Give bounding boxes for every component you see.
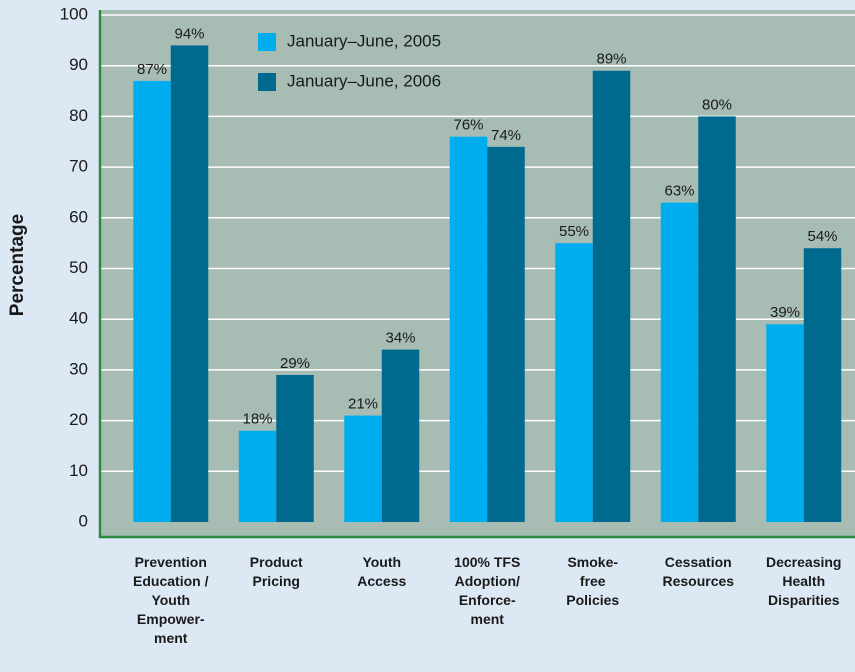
- y-tick-label: 10: [69, 461, 88, 480]
- bar: [487, 146, 525, 522]
- legend-swatch: [258, 33, 276, 51]
- bar: [381, 349, 420, 522]
- x-tick-label: Youth Access: [357, 554, 406, 589]
- y-tick-label: 100: [60, 4, 88, 23]
- x-tick-label: Product Pricing: [250, 554, 303, 589]
- y-tick-label: 90: [69, 55, 88, 74]
- value-label: 94%: [174, 25, 204, 42]
- value-label: 54%: [807, 228, 837, 245]
- value-label: 55%: [559, 223, 589, 240]
- bar: [276, 374, 314, 522]
- y-tick-label: 40: [69, 309, 88, 328]
- value-label: 74%: [491, 127, 521, 144]
- x-tick-label: Cessation Resources: [662, 554, 734, 589]
- value-label: 39%: [770, 304, 800, 321]
- bar: [803, 248, 842, 522]
- bar: [133, 80, 171, 522]
- bar: [592, 70, 631, 523]
- bar: [170, 45, 209, 523]
- bar: [238, 430, 277, 522]
- y-tick-label: 50: [69, 258, 88, 277]
- bar: [660, 202, 699, 522]
- legend-swatch: [258, 73, 276, 91]
- y-tick-label: 70: [69, 157, 88, 176]
- value-label: 76%: [453, 117, 483, 134]
- y-tick-label: 80: [69, 106, 88, 125]
- legend-label: January–June, 2005: [287, 31, 441, 50]
- x-tick-label: 100% TFS Adoption/Enforce-ment: [454, 554, 520, 627]
- value-label: 80%: [702, 96, 732, 113]
- x-tick-label: Prevention Education / Youth Empower-ment: [133, 554, 209, 646]
- value-label: 29%: [280, 355, 310, 372]
- bar: [766, 324, 804, 522]
- bar: [344, 415, 382, 522]
- value-label: 18%: [242, 411, 272, 428]
- bar: [449, 136, 488, 522]
- bar: [698, 116, 736, 523]
- value-label: 21%: [348, 395, 378, 412]
- legend-label: January–June, 2006: [287, 71, 441, 90]
- y-axis-label: Percentage: [7, 214, 28, 316]
- y-tick-label: 60: [69, 207, 88, 226]
- value-label: 87%: [137, 61, 167, 78]
- value-label: 63%: [664, 183, 694, 200]
- value-label: 89%: [596, 51, 626, 68]
- x-tick-label: Decreasing Health Disparities: [766, 554, 841, 608]
- y-tick-label: 20: [69, 410, 88, 429]
- y-tick-label: 0: [79, 511, 88, 530]
- bar: [555, 243, 593, 522]
- x-tick-label: Smoke-free Policies: [566, 554, 619, 608]
- y-tick-label: 30: [69, 359, 88, 378]
- value-label: 34%: [385, 330, 415, 347]
